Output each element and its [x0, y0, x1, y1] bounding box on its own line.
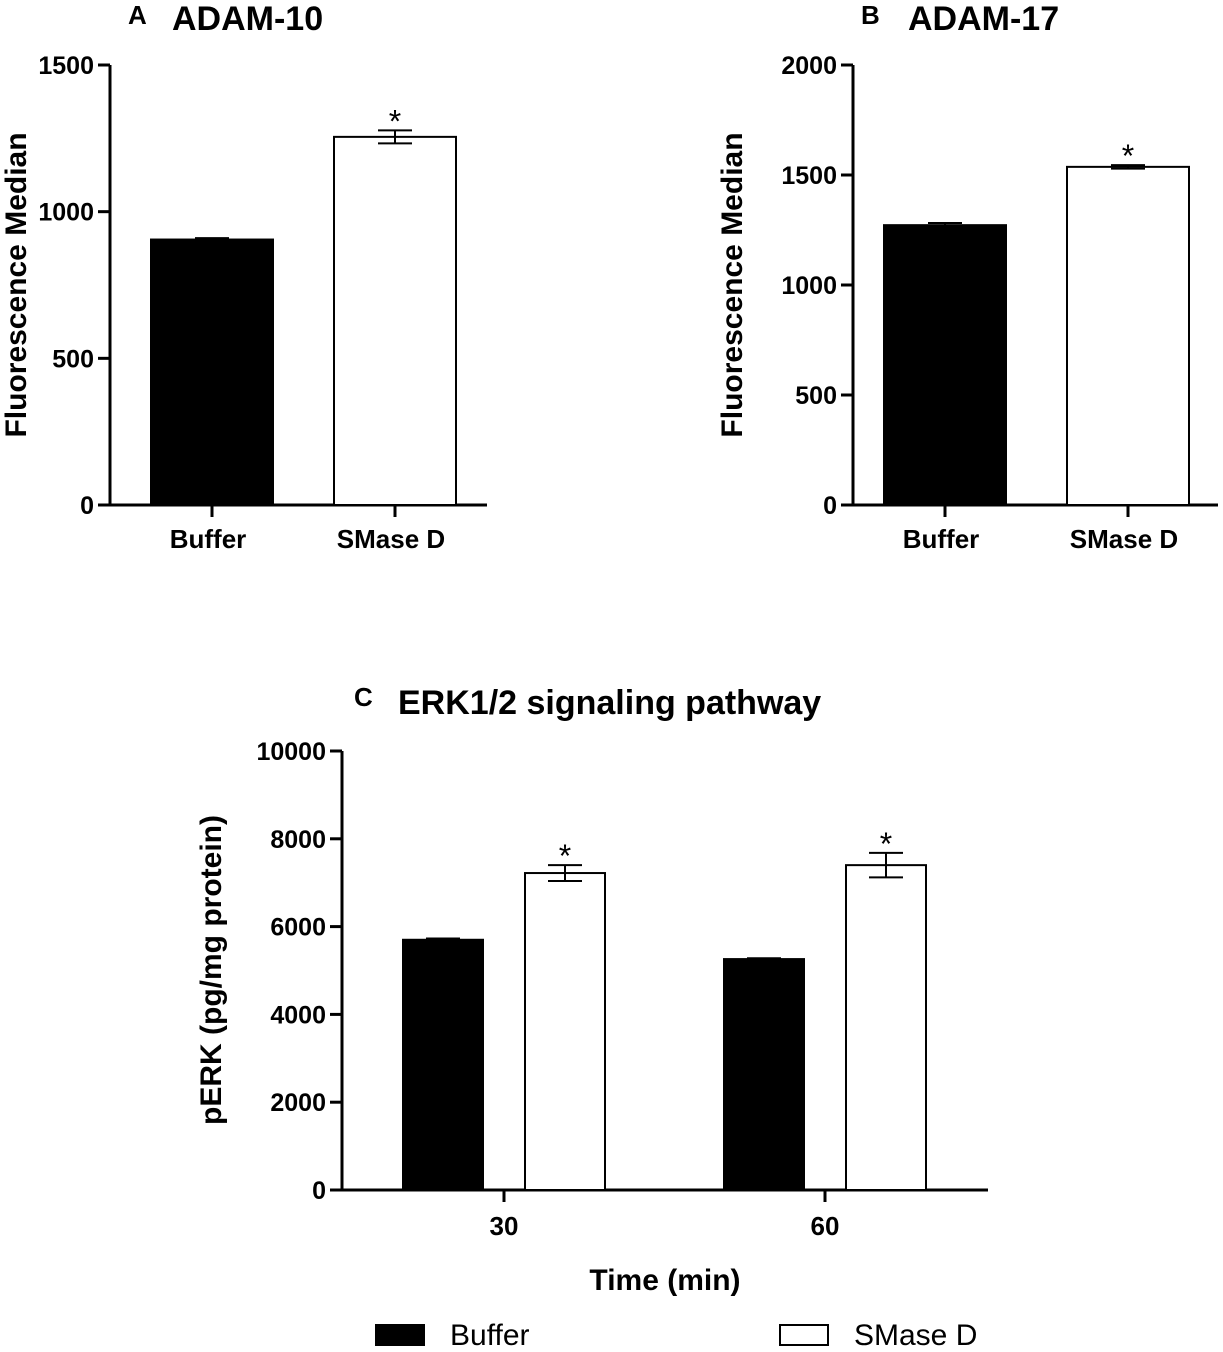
bar-A-1: [333, 135, 457, 506]
y-axis-label-C: pERK (pg/mg protein): [195, 815, 228, 1125]
y-tick-label-C: 8000: [270, 826, 326, 854]
y-tick-label-A: 500: [52, 345, 94, 373]
x-tick-label-A: Buffer: [170, 524, 247, 554]
panel-label-B: B: [861, 0, 880, 30]
legend-swatch-0: [375, 1324, 425, 1346]
y-tick-label-B: 0: [823, 492, 837, 520]
y-tick-label-C: 2000: [270, 1089, 326, 1117]
legend-label-0: Buffer: [450, 1319, 530, 1352]
y-tick-label-C: 4000: [270, 1001, 326, 1029]
legend-label-1: SMase D: [854, 1319, 977, 1352]
legend-swatch-1: [779, 1324, 829, 1346]
bar-C-0-1: [524, 872, 606, 1191]
panel-label-C: C: [354, 682, 373, 712]
significance-C-0-1: *: [559, 838, 571, 874]
bar-A-0: [150, 238, 274, 507]
y-tick-label-B: 2000: [781, 52, 837, 80]
bar-C-1-0: [723, 958, 805, 1191]
y-tick-label-B: 500: [795, 382, 837, 410]
bar-B-1: [1066, 165, 1190, 507]
panel-label-A: A: [128, 0, 147, 30]
y-axis-label-B: Fluorescence Median: [716, 132, 749, 437]
x-tick-label-B: Buffer: [903, 524, 980, 554]
bar-C-0-0: [402, 938, 484, 1192]
significance-B-1: *: [1122, 138, 1134, 174]
x-axis-label-C: Time (min): [589, 1264, 740, 1297]
chart-title-B: ADAM-17: [908, 0, 1059, 38]
x-tick-label-B: SMase D: [1070, 524, 1178, 554]
y-tick-label-A: 1500: [38, 52, 94, 80]
y-tick-label-B: 1500: [781, 162, 837, 190]
chart-title-A: ADAM-10: [172, 0, 323, 38]
x-tick-label-A: SMase D: [337, 524, 445, 554]
bar-C-1-1: [845, 864, 927, 1191]
y-tick-label-A: 0: [80, 492, 94, 520]
y-axis-label-A: Fluorescence Median: [0, 132, 33, 437]
x-tick-label-C: 30: [490, 1211, 519, 1241]
y-tick-label-C: 0: [312, 1177, 326, 1205]
y-tick-label-C: 10000: [256, 738, 326, 766]
bar-B-0: [883, 224, 1007, 506]
significance-A-1: *: [389, 103, 401, 139]
chart-title-C: ERK1/2 signaling pathway: [398, 684, 821, 722]
x-tick-label-C: 60: [811, 1211, 840, 1241]
y-tick-label-C: 6000: [270, 914, 326, 942]
significance-C-1-1: *: [880, 826, 892, 862]
y-tick-label-A: 1000: [38, 199, 94, 227]
y-tick-label-B: 1000: [781, 272, 837, 300]
